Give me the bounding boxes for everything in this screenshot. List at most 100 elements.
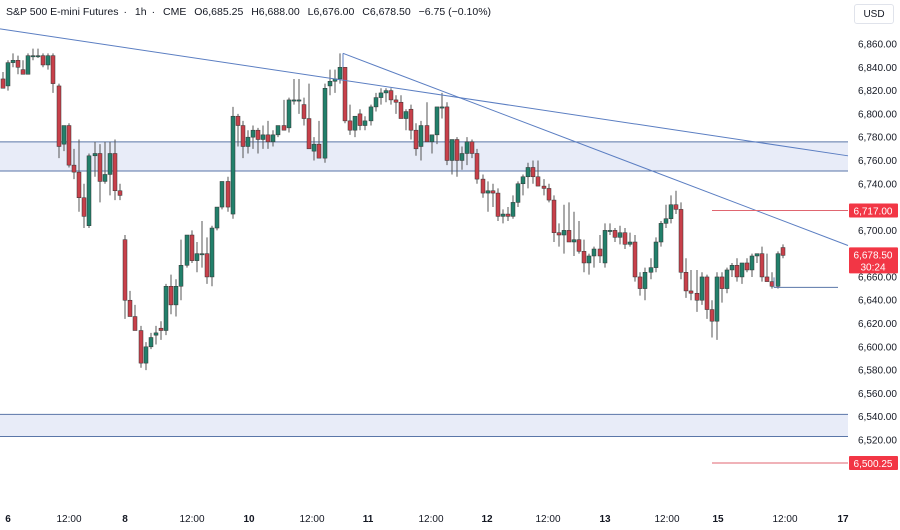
candle-down xyxy=(393,99,399,103)
separator: · xyxy=(123,6,127,18)
candle-up xyxy=(219,181,225,208)
price-tick: 6,700.00 xyxy=(858,226,897,237)
ohlc-high: H6,688.00 xyxy=(251,6,300,18)
candle-up xyxy=(714,276,720,322)
candle-down xyxy=(505,213,511,217)
candle-up xyxy=(61,125,67,145)
candle-down xyxy=(76,171,82,198)
price-tick: 6,540.00 xyxy=(858,412,897,423)
candle-up xyxy=(434,106,440,136)
candle-down xyxy=(530,167,536,178)
candle-down xyxy=(694,292,700,301)
candle-down xyxy=(56,85,62,147)
level-price-label: 6,500.25 xyxy=(849,456,898,471)
time-tick: 15 xyxy=(712,514,724,525)
time-axis[interactable]: 6 12:00 8 12:00 10 12:00 11 12:00 12 12:00 13 12:00… xyxy=(5,514,849,525)
candle-down xyxy=(719,276,725,289)
candle-up xyxy=(520,176,526,185)
candle-down xyxy=(189,234,195,261)
candle-up xyxy=(642,272,648,289)
candle-down xyxy=(240,125,246,147)
currency-button[interactable]: USD xyxy=(854,4,894,24)
candle-up xyxy=(250,129,256,138)
candle-up xyxy=(291,99,297,102)
time-tick: 12:00 xyxy=(535,514,560,525)
candle-up xyxy=(102,174,108,182)
candle-up xyxy=(184,234,190,266)
time-tick: 12:00 xyxy=(418,514,443,525)
candle-up xyxy=(749,255,755,271)
candle-up xyxy=(153,332,159,336)
candle-up xyxy=(163,286,169,331)
candle-up xyxy=(571,239,577,243)
candle-up xyxy=(322,88,328,159)
candle-up xyxy=(449,139,455,161)
time-tick: 8 xyxy=(122,514,128,525)
price-tick: 6,580.00 xyxy=(858,366,897,377)
candle-up xyxy=(775,253,781,287)
level-price-label-text: 6,500.25 xyxy=(854,459,893,470)
candle-up xyxy=(739,262,745,278)
candle-up xyxy=(107,153,113,175)
separator: · xyxy=(151,6,156,18)
candle-down xyxy=(235,115,241,126)
candle-up xyxy=(429,134,435,143)
candle-down xyxy=(759,253,765,278)
last-price-label-text: 30:24 xyxy=(860,262,885,273)
candle-up xyxy=(337,67,343,80)
candle-up xyxy=(418,125,424,147)
time-tick: 6 xyxy=(5,514,11,525)
drawings-layer[interactable] xyxy=(0,28,849,464)
candle-down xyxy=(764,276,770,282)
ohlc-close: C6,678.50 xyxy=(362,6,411,18)
candle-down xyxy=(688,290,694,294)
zone-rectangle[interactable] xyxy=(0,141,848,171)
trendline[interactable] xyxy=(342,52,849,246)
price-tick: 6,560.00 xyxy=(858,389,897,400)
time-tick: 12 xyxy=(481,514,493,525)
level-price-label: 6,717.00 xyxy=(849,203,898,218)
candle-up xyxy=(245,136,251,147)
candle-down xyxy=(225,181,231,208)
candle-down xyxy=(138,330,144,364)
candle-up xyxy=(30,55,36,58)
candle-down xyxy=(683,272,689,292)
candle-up xyxy=(464,141,470,154)
candle-down xyxy=(469,141,475,154)
candle-down xyxy=(734,265,740,278)
candle-down xyxy=(388,90,394,101)
candle-down xyxy=(576,239,582,252)
candle-down xyxy=(546,188,552,201)
candle-up xyxy=(627,241,633,245)
candle-down xyxy=(97,153,103,182)
candle-up xyxy=(459,153,465,161)
candle-up xyxy=(275,125,281,136)
candle-up xyxy=(617,232,623,238)
trendline[interactable] xyxy=(0,28,849,157)
price-axis[interactable]: 6,860.00 6,840.00 6,820.00 6,800.00 6,780.00… xyxy=(858,40,897,447)
candle-up xyxy=(143,346,149,364)
price-tick: 6,740.00 xyxy=(858,179,897,190)
zone-rectangle[interactable] xyxy=(0,414,848,437)
candle-up xyxy=(510,202,516,217)
candle-up xyxy=(561,230,567,236)
ohlc-low: L6,676.00 xyxy=(307,6,355,18)
exchange: CME xyxy=(162,6,187,18)
candle-up xyxy=(35,55,41,58)
candle-down xyxy=(127,299,133,317)
price-tick: 6,780.00 xyxy=(858,133,897,144)
candle-down xyxy=(556,232,562,236)
candle-down xyxy=(408,108,414,131)
candle-down xyxy=(769,281,775,287)
candle-up xyxy=(327,81,333,87)
symbol-name[interactable]: S&P 500 E-mini Futures xyxy=(6,6,119,18)
time-tick: 12:00 xyxy=(179,514,204,525)
candle-down xyxy=(301,104,307,119)
interval[interactable]: 1h xyxy=(134,6,147,18)
candle-down xyxy=(444,106,450,161)
candle-up xyxy=(296,99,302,102)
time-tick: 12:00 xyxy=(772,514,797,525)
